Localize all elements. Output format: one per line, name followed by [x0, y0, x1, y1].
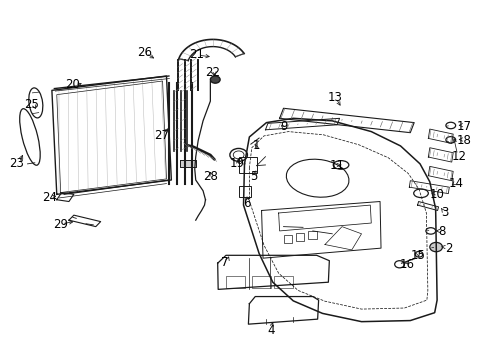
Text: 3: 3 — [440, 206, 447, 219]
Text: 17: 17 — [455, 120, 470, 133]
Text: 6: 6 — [243, 197, 250, 210]
Text: 1: 1 — [252, 139, 260, 152]
Text: 19: 19 — [229, 157, 244, 170]
Text: 16: 16 — [399, 258, 413, 271]
Bar — [283, 235, 292, 243]
Bar — [307, 231, 316, 239]
Text: 14: 14 — [448, 177, 463, 190]
Text: 23: 23 — [9, 157, 24, 170]
Text: 18: 18 — [456, 134, 470, 147]
Text: 29: 29 — [53, 218, 67, 231]
Text: 15: 15 — [410, 249, 425, 262]
Text: 4: 4 — [267, 324, 275, 337]
Bar — [295, 233, 304, 241]
Text: 12: 12 — [450, 150, 466, 163]
Bar — [238, 157, 257, 173]
Text: 20: 20 — [65, 78, 80, 91]
Bar — [251, 276, 271, 288]
Text: 22: 22 — [205, 66, 220, 79]
Text: 11: 11 — [329, 159, 344, 172]
Bar — [238, 186, 251, 197]
Bar — [273, 276, 293, 288]
Ellipse shape — [210, 76, 220, 83]
Text: 28: 28 — [203, 170, 217, 183]
Ellipse shape — [429, 242, 442, 252]
Text: 7: 7 — [221, 256, 228, 269]
Text: 9: 9 — [279, 120, 286, 133]
Bar — [225, 276, 245, 288]
Text: 26: 26 — [137, 46, 152, 59]
Text: 27: 27 — [154, 129, 169, 142]
Text: 8: 8 — [437, 225, 445, 238]
Text: 25: 25 — [24, 98, 39, 111]
Text: 13: 13 — [326, 91, 342, 104]
Text: 10: 10 — [429, 188, 444, 201]
Text: 5: 5 — [250, 170, 257, 183]
Text: 2: 2 — [445, 242, 452, 255]
Text: 24: 24 — [42, 192, 57, 204]
Text: 21: 21 — [189, 48, 204, 61]
